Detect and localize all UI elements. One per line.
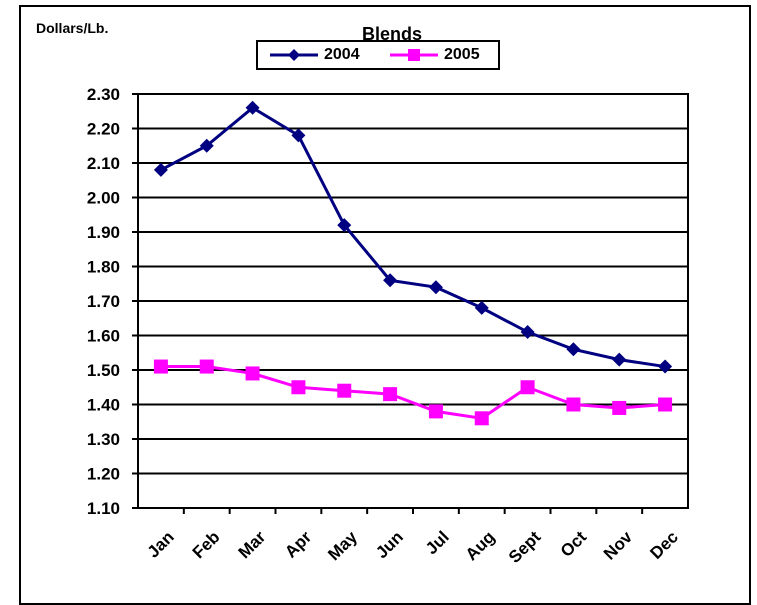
chart-svg: Dollars/Lb. Blends 1.101.201.301.401.501… [36,20,689,567]
data-point-2005 [474,411,489,426]
data-point-2005 [291,380,306,395]
data-point-2004 [199,138,214,153]
y-tick-label: 2.00 [87,189,120,208]
x-tick-label: Jan [144,527,178,561]
y-tick-label: 1.60 [87,327,120,346]
data-point-2004 [658,359,673,374]
data-point-2005 [428,404,443,419]
x-tick-label: Nov [600,527,637,564]
chart-frame [19,5,751,605]
y-tick-label: 1.30 [87,430,120,449]
data-point-2005 [199,359,214,374]
y-tick-label: 1.10 [87,499,120,518]
x-tick-label: Dec [646,527,681,562]
x-tick-label: Sept [505,527,545,567]
data-point-2004 [612,352,627,367]
legend-swatch-2005 [390,49,438,61]
x-tick-label: Jun [372,527,407,562]
data-point-2004 [474,300,489,315]
y-tick-label: 1.70 [87,292,120,311]
y-tick-label: 1.90 [87,223,120,242]
y-tick-label: 1.20 [87,465,120,484]
legend-label-2005: 2005 [444,46,480,63]
data-point-2005 [245,366,260,381]
legend-label-2004: 2004 [324,46,360,63]
x-tick-label: Mar [235,527,270,562]
legend-swatch-2004 [270,49,318,61]
y-axis-label: Dollars/Lb. [36,20,108,36]
data-point-2005 [337,383,352,398]
y-tick-label: 1.80 [87,258,120,277]
y-tick-label: 1.40 [87,396,120,415]
y-tick-label: 1.50 [87,361,120,380]
data-point-2004 [153,162,168,177]
y-tick-label: 2.20 [87,120,120,139]
series-line-2004 [160,105,666,369]
data-point-2005 [658,397,673,412]
data-point-2004 [520,325,535,340]
data-point-2004 [337,218,352,233]
x-tick-label: Aug [462,527,499,564]
x-tick-label: May [324,527,361,564]
data-point-2004 [428,280,443,295]
legend: 2004 2005 [256,40,500,70]
data-point-2005 [383,387,398,402]
data-point-2004 [291,128,306,143]
chart-title: Blends [362,24,422,44]
data-point-2005 [612,400,627,415]
x-tick-label: Oct [557,527,591,561]
x-tick-label: Apr [281,527,315,561]
data-point-2005 [153,359,168,374]
data-point-2004 [383,273,398,288]
x-tick-label: Feb [189,527,224,562]
data-point-2004 [245,100,260,115]
axis-layer: 1.10 1.20 1.30 1.40 1.50 1.60 1.70 1.80 1.90 2.00… [87,85,689,567]
x-tick-label: Jul [422,527,453,558]
y-tick-label: 2.10 [87,154,120,173]
series-line-2005 [160,365,666,420]
plot-layer [153,100,673,426]
data-point-2004 [566,342,581,357]
data-point-2005 [566,397,581,412]
data-point-2005 [520,380,535,395]
y-tick-label: 2.30 [87,85,120,104]
